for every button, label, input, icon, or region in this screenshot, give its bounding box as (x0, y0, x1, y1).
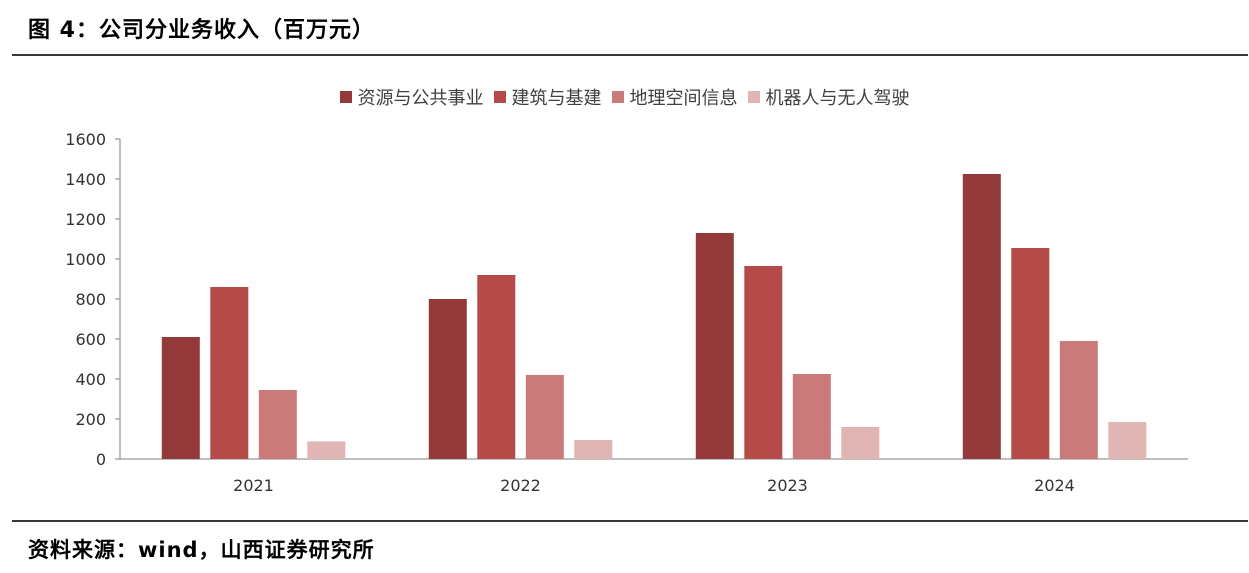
legend-swatch-4 (747, 91, 760, 103)
y-tick-label: 800 (75, 290, 106, 309)
chart-legend: 资源与公共事业 建筑与基建 地理空间信息 机器人与无人驾驶 (0, 84, 1249, 110)
bar-2022-series-3 (525, 375, 564, 459)
bar-2023-series-3 (792, 374, 831, 459)
bar-2024-series-2 (1011, 248, 1050, 459)
bar-2024-series-1 (962, 174, 1001, 459)
y-tick-label: 1600 (65, 130, 106, 149)
x-tick-label: 2023 (767, 476, 808, 495)
bar-2023-series-1 (695, 233, 734, 459)
bar-2024-series-3 (1059, 341, 1098, 459)
figure-title: 图 4：公司分业务收入（百万元） (28, 18, 375, 43)
legend-item-1: 资源与公共事业 (339, 84, 484, 110)
legend-swatch-2 (493, 91, 506, 103)
y-tick-label: 400 (75, 370, 106, 389)
legend-label-1: 资源与公共事业 (357, 88, 484, 109)
bar-2024-series-4 (1108, 422, 1147, 459)
bar-2022-series-4 (574, 440, 613, 459)
bar-2021-series-4 (307, 441, 346, 459)
x-tick-label: 2024 (1034, 476, 1075, 495)
y-tick-label: 200 (75, 410, 106, 429)
legend-swatch-3 (611, 91, 624, 103)
y-tick-label: 0 (96, 450, 106, 469)
y-tick-label: 1000 (65, 250, 106, 269)
bar-2023-series-2 (744, 266, 783, 459)
top-divider (12, 54, 1248, 56)
bar-2021-series-3 (258, 390, 297, 459)
bar-2021-series-2 (210, 287, 249, 459)
legend-item-2: 建筑与基建 (493, 84, 602, 110)
x-tick-label: 2021 (233, 476, 274, 495)
bar-2022-series-2 (477, 275, 516, 459)
bar-2022-series-1 (428, 299, 467, 459)
bottom-divider (12, 520, 1248, 522)
legend-item-4: 机器人与无人驾驶 (747, 84, 910, 110)
legend-label-2: 建筑与基建 (511, 88, 602, 109)
legend-label-4: 机器人与无人驾驶 (765, 88, 910, 109)
legend-swatch-1 (339, 91, 352, 103)
bar-2023-series-4 (841, 427, 880, 459)
bar-2021-series-1 (161, 337, 200, 459)
x-tick-label: 2022 (500, 476, 541, 495)
y-tick-label: 1400 (65, 170, 106, 189)
bar-chart: 0 200 400 600 800 1000 1200 1400 1600 2021 2022 202… (65, 130, 1188, 495)
legend-item-3: 地理空间信息 (611, 84, 738, 110)
y-tick-label: 600 (75, 330, 106, 349)
legend-label-3: 地理空间信息 (629, 88, 738, 109)
y-tick-label: 1200 (65, 210, 106, 229)
source-note: 资料来源：wind，山西证券研究所 (28, 538, 375, 562)
